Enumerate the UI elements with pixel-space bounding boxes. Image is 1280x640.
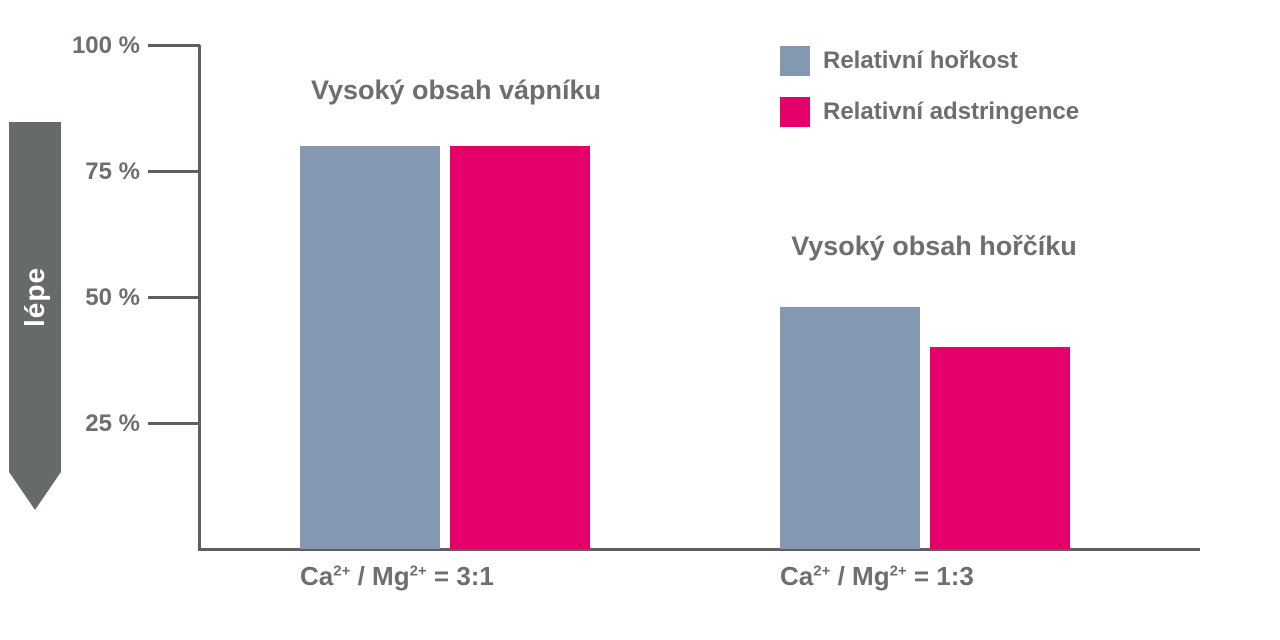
legend-label-astringency: Relativní adstringence: [823, 98, 1080, 125]
x-label-part: Ca: [780, 561, 814, 591]
better-label: lépe: [19, 266, 50, 328]
x-label-part: / Mg: [350, 561, 410, 591]
y-tick-label-25: 25 %: [85, 409, 140, 437]
superscript-2plus: 2+: [889, 562, 907, 580]
superscript-2plus: 2+: [333, 562, 351, 580]
x-label-part: = 3:1: [426, 561, 494, 591]
arrow-down-tip-icon: [9, 472, 61, 510]
x-label-part: Ca: [300, 561, 334, 591]
superscript-2plus: 2+: [409, 562, 427, 580]
bar-bitterness-calcium: [300, 146, 440, 549]
plot-area: 100 % 75 % 50 % 25 % Vysoký obsah vápník…: [72, 32, 1200, 591]
arrow-body: lépe: [9, 122, 61, 472]
x-label-part: = 1:3: [906, 561, 974, 591]
x-label-part: / Mg: [830, 561, 890, 591]
bitterness-swatch-icon: [780, 46, 810, 76]
y-tick-100: 100 %: [72, 32, 200, 59]
x-label-ratio-1-3: Ca2+ / Mg2+ = 1:3: [780, 561, 974, 592]
y-tick-label-50: 50 %: [85, 283, 140, 311]
astringency-swatch-icon: [780, 97, 810, 127]
y-tick-label-75: 75 %: [85, 157, 140, 185]
legend-item-bitterness: Relativní hořkost: [780, 46, 1079, 76]
better-direction-arrow: lépe: [9, 122, 61, 510]
y-tick-75: 75 %: [85, 158, 200, 185]
y-tick-25: 25 %: [85, 410, 200, 437]
group-title-calcium: Vysoký obsah vápníku: [310, 75, 602, 105]
legend-label-bitterness: Relativní hořkost: [823, 47, 1018, 74]
superscript-2plus: 2+: [813, 562, 831, 580]
y-tick-50: 50 %: [85, 284, 200, 311]
bar-astringency-magnesium: [930, 347, 1070, 549]
x-axis-line: [198, 548, 1200, 551]
bar-bitterness-magnesium: [780, 307, 920, 549]
group-title-magnesium: Vysoký obsah hořčíku: [791, 231, 1077, 261]
y-tick-label-100: 100 %: [71, 31, 140, 59]
bar-astringency-calcium: [450, 146, 590, 549]
x-label-ratio-3-1: Ca2+ / Mg2+ = 3:1: [300, 561, 494, 592]
legend: Relativní hořkost Relativní adstringence: [780, 46, 1079, 148]
legend-item-astringency: Relativní adstringence: [780, 97, 1079, 127]
